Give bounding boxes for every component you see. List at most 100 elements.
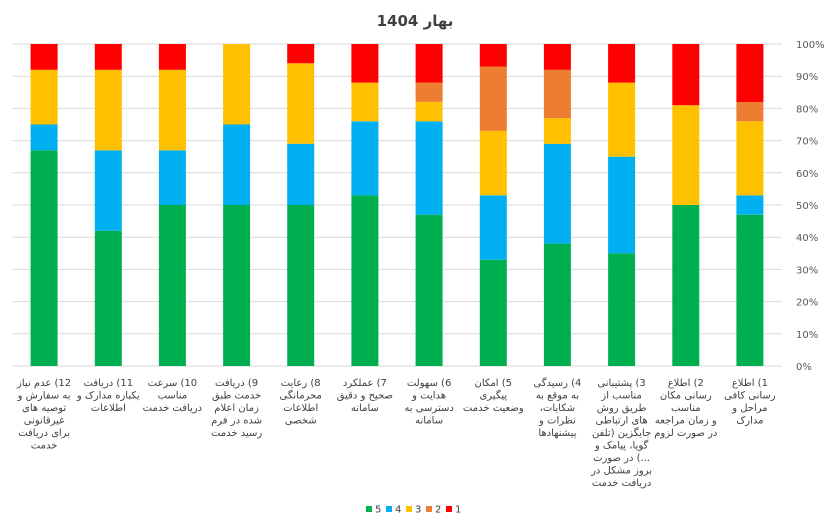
- bar-segment-3: [223, 44, 251, 125]
- category-label-line: شخصی: [285, 416, 317, 427]
- bar-segment-1: [94, 44, 122, 70]
- category-label-line: 9) دریافت: [215, 378, 258, 389]
- category-label-line: گویا، پیامک و: [594, 440, 649, 452]
- category-label-line: پیشنهادها: [538, 428, 576, 439]
- category-label: 12) عدم نیاز به سفارش و توصیه های غیرقانونی…: [16, 378, 71, 452]
- category-label-line: اطلاعات: [91, 403, 126, 414]
- category-label-line: وضعیت خدمت: [463, 403, 524, 414]
- legend-swatch-3: [406, 506, 412, 512]
- category-label-line: غیرقانونی: [24, 416, 65, 427]
- bar-segment-4: [30, 124, 58, 151]
- bar-segment-5: [30, 150, 58, 366]
- bar-segment-4: [287, 143, 315, 205]
- category-label: 9) دریافت خدمت طبق زمان اعلام شده در فرم رسی…: [211, 378, 262, 439]
- bar-segment-4: [608, 156, 636, 254]
- category-label-line: سامانه: [351, 403, 379, 414]
- bar-segment-5: [158, 205, 186, 366]
- category-label-line: زمان اعلام: [214, 403, 259, 414]
- legend-label-4: 4: [395, 505, 401, 516]
- category-label-line: 2) اطلاع: [668, 378, 704, 389]
- bar-segment-3: [479, 130, 507, 196]
- legend-swatch-4: [386, 506, 392, 512]
- bar-segment-1: [543, 44, 571, 70]
- category-label-line: شکایات،: [540, 403, 575, 414]
- category-label-line: رسانی مکان: [660, 391, 712, 402]
- bar-segment-3: [30, 69, 58, 125]
- category-label-line: مناسب: [158, 391, 188, 402]
- bar-segment-4: [543, 143, 571, 244]
- category-label-line: مناسب از: [600, 391, 641, 402]
- y-tick-label: 100%: [796, 40, 825, 51]
- category-label: 10) سرعت مناسب دریافت خدمت: [143, 378, 203, 414]
- gridlines: [12, 43, 782, 367]
- category-label-line: خدمت: [31, 441, 58, 452]
- category-label-line: ...) در صورت: [593, 453, 650, 464]
- legend-label-1: 1: [455, 505, 461, 516]
- category-label-line: اطلاعات: [283, 403, 318, 414]
- bar-segment-3: [608, 82, 636, 157]
- category-label-line: دسترسی به: [404, 403, 453, 414]
- bar-segment-1: [479, 44, 507, 67]
- bar-segment-5: [479, 259, 507, 366]
- category-label-line: برای دریافت: [18, 428, 70, 439]
- category-label-line: مراحل و: [731, 403, 767, 414]
- category-label-line: بروز مشکل در: [590, 466, 652, 477]
- category-label-line: یکباره مدارک و: [76, 391, 140, 402]
- bar-segment-4: [158, 150, 186, 205]
- bar-segment-3: [415, 102, 443, 122]
- bar-segment-1: [672, 44, 700, 106]
- category-label-line: های ارتباطی: [596, 416, 648, 427]
- bar-segment-5: [415, 214, 443, 366]
- category-label-line: سامانه: [415, 416, 443, 427]
- y-tick-label: 10%: [796, 330, 818, 341]
- category-label-line: رسانی کافی: [724, 391, 776, 402]
- legend-label-2: 2: [435, 505, 441, 516]
- bar-segment-5: [543, 243, 571, 366]
- bar-segment-5: [608, 253, 636, 366]
- legend-swatch-5: [366, 506, 372, 512]
- legend-label-3: 3: [415, 505, 421, 516]
- category-label-line: هدایت و: [411, 391, 446, 402]
- category-label-line: دریافت خدمت: [143, 403, 203, 414]
- bar-segment-2: [543, 69, 571, 119]
- category-label-line: 8) رعایت: [281, 378, 321, 389]
- y-tick-label: 0%: [796, 362, 812, 373]
- bar-segment-1: [287, 44, 315, 64]
- category-label-line: 11) دریافت: [84, 378, 134, 389]
- bar-segment-2: [415, 82, 443, 102]
- category-label-line: پیگیری: [479, 390, 507, 402]
- bar-segment-4: [351, 121, 379, 196]
- bar-segment-3: [158, 69, 186, 151]
- y-tick-label: 20%: [796, 298, 818, 309]
- bar-segment-5: [94, 230, 122, 366]
- category-label-line: خدمت طبق: [212, 391, 261, 402]
- category-label: 4) رسیدگی به موقع به شکایات، نظرات و پیشنهاد…: [533, 377, 581, 439]
- category-label: 6) سهولت هدایت و دسترسی به سامانه: [404, 378, 453, 427]
- category-label-line: توصیه های: [22, 403, 66, 414]
- bar-segment-5: [351, 195, 379, 366]
- bar-segment-3: [543, 118, 571, 144]
- y-tick-label: 40%: [796, 233, 818, 244]
- bar-segment-3: [736, 121, 764, 196]
- bar-segment-1: [736, 44, 764, 102]
- chart-title: بهار 1404: [377, 12, 454, 30]
- bars: [30, 44, 764, 366]
- category-label-line: طریق روش: [597, 403, 647, 414]
- y-tick-label: 30%: [796, 265, 818, 276]
- category-label-line: محرمانگی: [280, 390, 322, 402]
- y-tick-label: 90%: [796, 72, 818, 83]
- y-tick-label: 80%: [796, 104, 818, 115]
- bar-segment-1: [158, 44, 186, 70]
- y-tick-label: 50%: [796, 201, 818, 212]
- category-label-line: مناسب: [671, 403, 701, 414]
- bar-segment-1: [415, 44, 443, 83]
- legend-label-5: 5: [375, 505, 381, 516]
- category-label-line: 6) سهولت: [407, 378, 451, 389]
- category-label: 7) عملکرد صحیح و دقیق سامانه: [337, 378, 393, 414]
- category-label-line: 12) عدم نیاز: [16, 378, 71, 389]
- category-label-line: به سفارش و: [17, 391, 71, 402]
- legend: 5 4 3 2 1: [366, 505, 461, 516]
- category-label-line: 1) اطلاع: [732, 378, 768, 389]
- bar-segment-2: [736, 102, 764, 122]
